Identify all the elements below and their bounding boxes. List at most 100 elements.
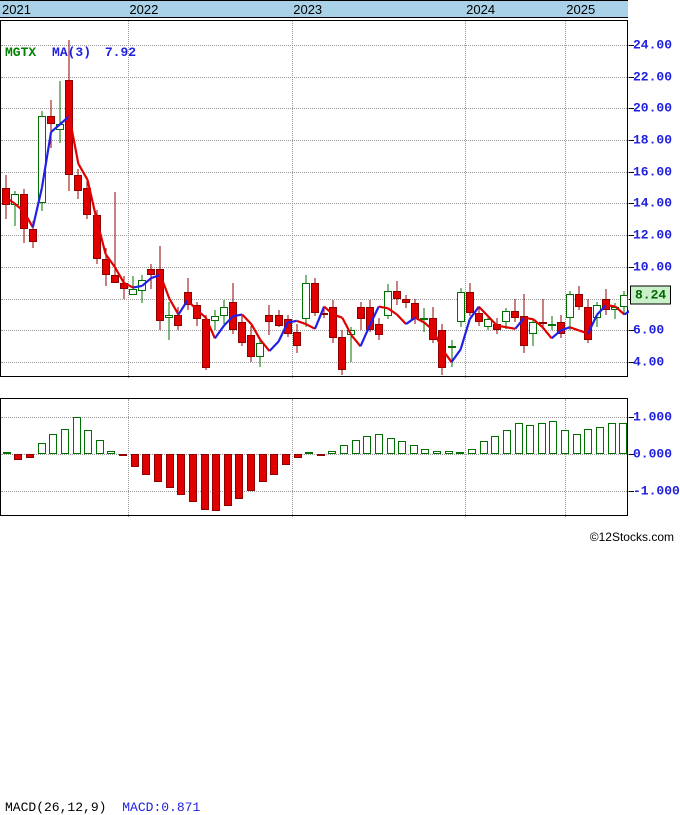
candle-body[interactable] [429,318,437,340]
macd-histogram-bar[interactable] [584,429,592,455]
candle-body[interactable] [529,322,537,333]
candle-body[interactable] [311,283,319,313]
candle-body[interactable] [302,283,310,319]
macd-histogram-bar[interactable] [445,451,453,454]
candle-body[interactable] [620,295,628,307]
macd-histogram-bar[interactable] [503,430,511,454]
candle-body[interactable] [156,269,164,321]
candle-body[interactable] [338,337,346,370]
macd-histogram-bar[interactable] [189,454,197,502]
candle-wick[interactable] [60,81,61,143]
macd-histogram-bar[interactable] [410,445,418,454]
macd-histogram-bar[interactable] [421,449,429,455]
candle-body[interactable] [320,313,328,315]
candle-body[interactable] [165,315,173,318]
macd-histogram-bar[interactable] [61,429,69,455]
candle-body[interactable] [475,313,483,323]
macd-histogram-bar[interactable] [305,452,313,454]
candle-body[interactable] [220,307,228,317]
macd-histogram-bar[interactable] [282,454,290,465]
candle-body[interactable] [256,343,264,357]
candle-body[interactable] [593,305,601,318]
candle-body[interactable] [557,322,565,333]
macd-histogram-bar[interactable] [3,452,11,454]
candle-body[interactable] [11,194,19,205]
candle-body[interactable] [366,307,374,331]
candle-body[interactable] [611,307,619,310]
macd-histogram-bar[interactable] [317,454,325,456]
macd-histogram-bar[interactable] [96,440,104,455]
candle-body[interactable] [411,303,419,319]
candle-body[interactable] [202,319,210,368]
macd-histogram-bar[interactable] [515,423,523,454]
candle-body[interactable] [138,280,146,291]
candle-body[interactable] [548,324,556,326]
candle-wick[interactable] [451,340,452,367]
candle-body[interactable] [575,294,583,307]
candle-body[interactable] [211,316,219,321]
candle-body[interactable] [329,307,337,339]
candle-body[interactable] [20,194,28,229]
candle-body[interactable] [539,322,547,324]
macd-histogram-bar[interactable] [142,454,150,474]
macd-histogram-bar[interactable] [363,436,371,454]
macd-histogram-bar[interactable] [107,451,115,455]
candle-body[interactable] [457,292,465,322]
candle-body[interactable] [83,188,91,215]
candle-body[interactable] [120,283,128,289]
candle-body[interactable] [129,289,137,295]
macd-histogram-bar[interactable] [177,454,185,495]
macd-histogram-bar[interactable] [480,441,488,454]
candle-body[interactable] [484,319,492,327]
macd-histogram-bar[interactable] [259,454,267,482]
candle-body[interactable] [65,80,73,175]
macd-histogram-bar[interactable] [270,454,278,474]
macd-histogram-bar[interactable] [38,443,46,454]
candle-body[interactable] [502,311,510,322]
candle-body[interactable] [375,324,383,335]
candle-body[interactable] [265,315,273,323]
candle-body[interactable] [184,292,192,305]
candle-body[interactable] [438,330,446,368]
macd-histogram-bar[interactable] [131,454,139,467]
macd-histogram-bar[interactable] [387,438,395,455]
candle-body[interactable] [347,330,355,335]
candle-wick[interactable] [114,192,115,279]
macd-histogram-bar[interactable] [328,451,336,455]
candle-body[interactable] [74,175,82,191]
candle-body[interactable] [420,318,428,320]
macd-histogram-bar[interactable] [608,423,616,454]
macd-histogram-bar[interactable] [224,454,232,506]
macd-histogram-bar[interactable] [49,434,57,454]
candle-body[interactable] [602,299,610,310]
macd-histogram-bar[interactable] [294,454,302,458]
candle-body[interactable] [275,315,283,326]
candle-body[interactable] [38,116,46,203]
candle-body[interactable] [102,259,110,275]
macd-histogram-bar[interactable] [154,454,162,482]
macd-histogram-bar[interactable] [491,436,499,454]
macd-histogram-bar[interactable] [526,425,534,455]
candle-body[interactable] [147,269,155,275]
candle-body[interactable] [56,124,64,130]
macd-histogram-bar[interactable] [398,441,406,454]
candle-body[interactable] [293,332,301,346]
candle-body[interactable] [29,229,37,242]
macd-histogram-bar[interactable] [468,449,476,455]
macd-histogram-bar[interactable] [573,434,581,454]
macd-histogram-bar[interactable] [561,430,569,454]
candle-body[interactable] [448,346,456,348]
macd-histogram-bar[interactable] [375,434,383,454]
macd-histogram-bar[interactable] [456,452,464,454]
macd-histogram-bar[interactable] [212,454,220,511]
macd-histogram-bar[interactable] [84,430,92,454]
current-price-badge[interactable]: 8.24 [630,285,671,304]
candle-body[interactable] [384,291,392,316]
macd-histogram-bar[interactable] [247,454,255,491]
candle-body[interactable] [511,311,519,317]
candle-body[interactable] [466,292,474,313]
candle-body[interactable] [357,307,365,320]
candle-body[interactable] [493,324,501,330]
candle-wick[interactable] [424,308,425,332]
candle-body[interactable] [284,319,292,333]
